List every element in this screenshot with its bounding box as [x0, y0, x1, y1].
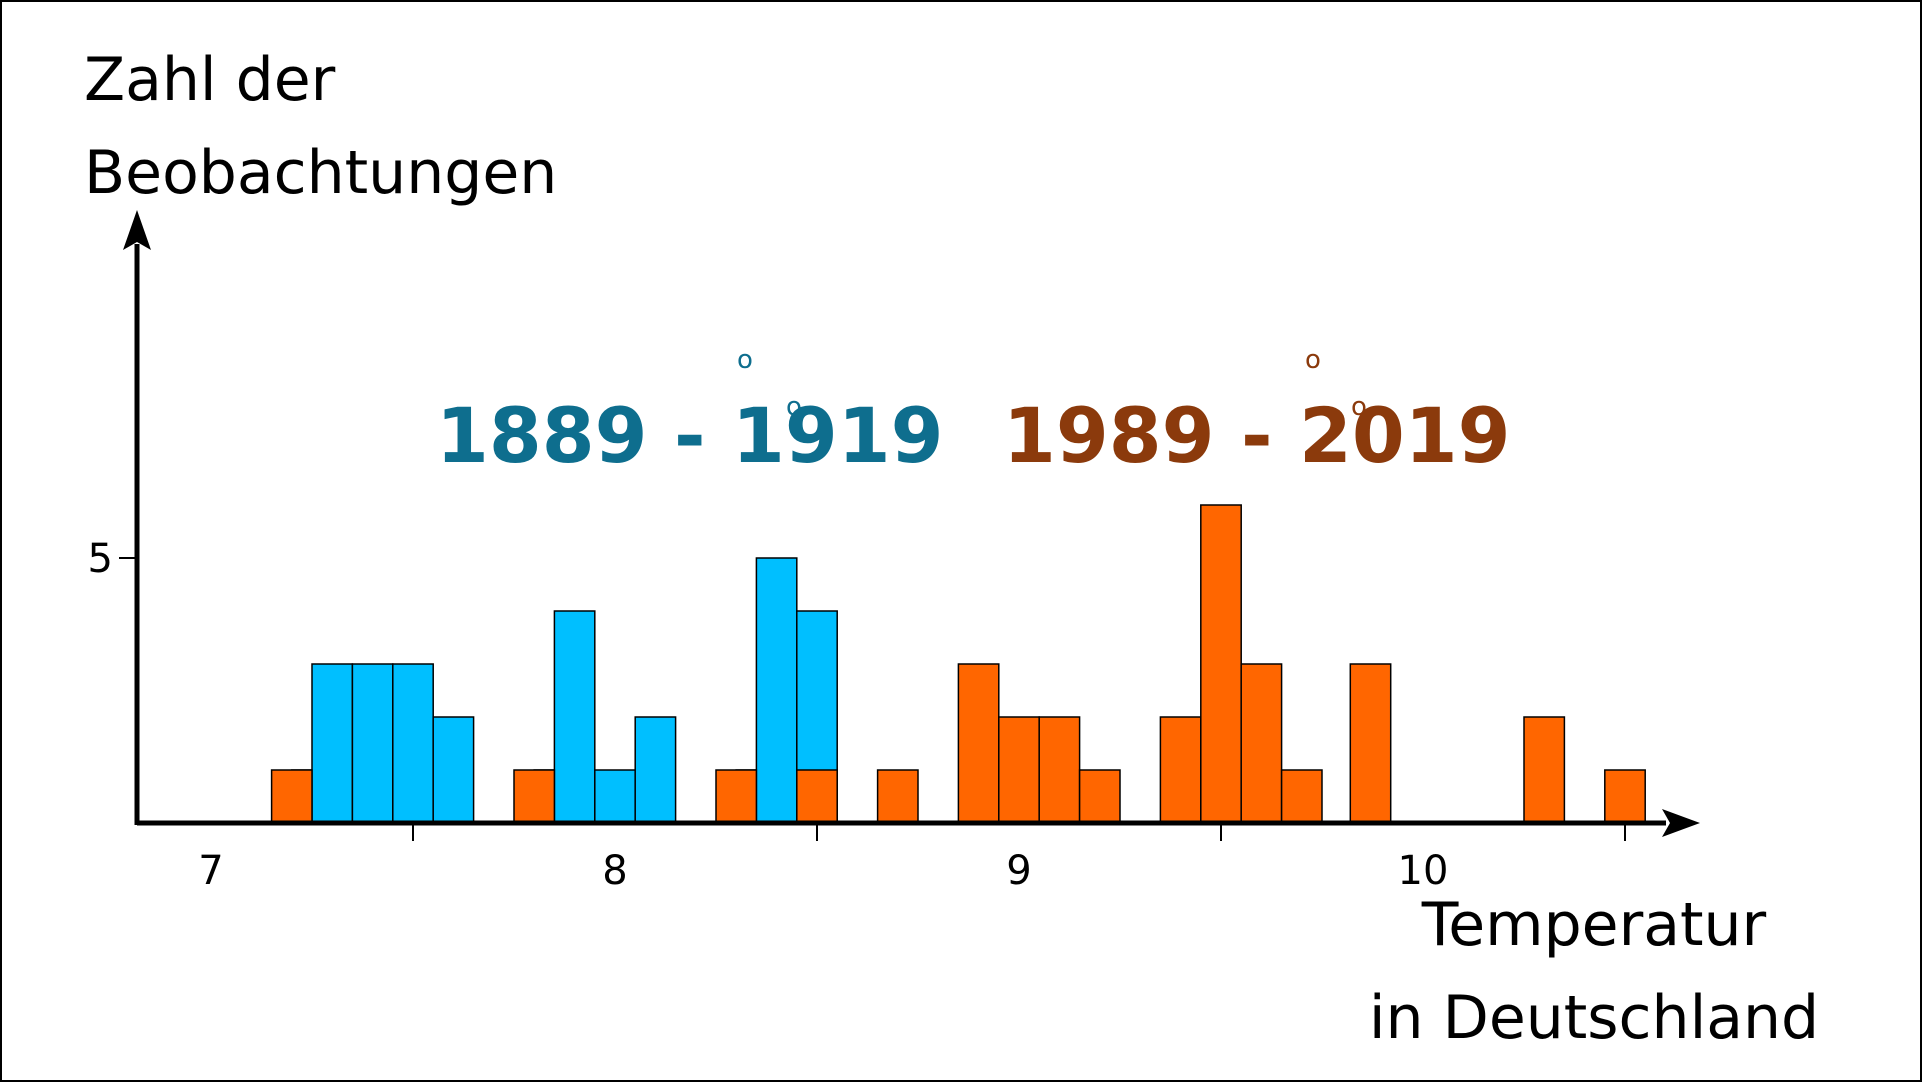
x-axis-label-line-1: Temperatur	[1421, 890, 1767, 960]
x-tick-label-9: 9	[1006, 848, 1031, 894]
bar-recent-4	[876, 769, 919, 824]
bar-early-1	[311, 663, 354, 824]
bar-early-7	[594, 769, 636, 824]
x-tick-label-10: 10	[1398, 848, 1449, 894]
bar-recent-15	[1604, 769, 1646, 824]
x-tick-label-8: 8	[602, 848, 627, 894]
bar-early-4	[432, 716, 475, 824]
bar-recent-11	[1240, 663, 1283, 824]
bar-recent-8	[1078, 769, 1121, 824]
bar-recent-6	[998, 716, 1040, 824]
degree-mark-early: o	[737, 345, 753, 375]
bar-recent-5	[957, 663, 1000, 824]
axes	[123, 210, 1700, 837]
bar-early-3	[392, 663, 434, 824]
degree-mark-early-2: o	[786, 392, 802, 422]
bar-early-2	[351, 663, 394, 824]
bar-recent-13	[1349, 663, 1392, 824]
bar-early-6	[553, 610, 596, 824]
bar-recent-2	[715, 769, 758, 824]
bar-early-10	[755, 557, 798, 824]
histogram-bars	[270, 504, 1646, 824]
bar-recent-12	[1280, 769, 1323, 824]
bar-recent-7	[1038, 716, 1081, 824]
bar-recent-14	[1523, 716, 1566, 824]
period-label-early: 1889 - 1919	[436, 391, 944, 480]
bar-recent-0	[270, 769, 313, 824]
x-axis-label-line-2: in Deutschland	[1369, 983, 1819, 1053]
y-axis-label-line-2: Beobachtungen	[84, 138, 557, 208]
y-tick-label-5: 5	[88, 536, 113, 582]
y-axis-label-line-1: Zahl der	[84, 45, 336, 115]
degree-mark-recent: o	[1305, 345, 1321, 375]
bar-recent-10	[1200, 504, 1242, 824]
period-label-recent: 1989 - 2019	[1003, 391, 1511, 480]
x-tick-label-7: 7	[198, 848, 223, 894]
tick-marks: 7 8 9 10 5	[88, 536, 1626, 894]
bar-early-8	[634, 716, 677, 824]
x-axis-arrow	[1662, 809, 1700, 837]
y-axis-arrow	[123, 210, 151, 250]
degree-mark-recent-2: o	[1351, 392, 1367, 422]
bar-recent-3	[796, 769, 838, 824]
bar-recent-1	[513, 769, 556, 824]
bar-recent-9	[1159, 716, 1202, 824]
